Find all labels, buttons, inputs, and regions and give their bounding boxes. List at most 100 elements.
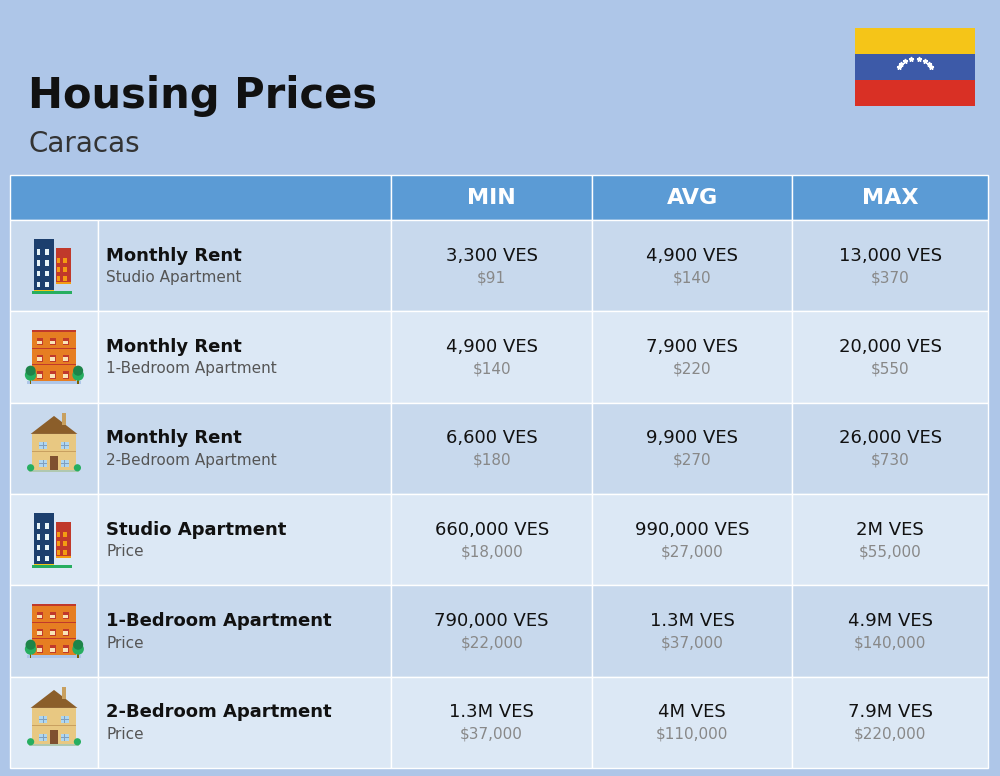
Bar bbox=[37, 632, 42, 635]
Circle shape bbox=[27, 738, 34, 746]
Bar bbox=[98, 311, 391, 403]
Bar bbox=[37, 629, 43, 636]
Bar bbox=[32, 565, 72, 568]
Bar bbox=[10, 585, 98, 677]
Circle shape bbox=[74, 464, 81, 471]
Bar bbox=[29, 743, 79, 746]
Bar bbox=[29, 469, 79, 472]
Bar bbox=[27, 656, 81, 658]
Text: 1.3M VES: 1.3M VES bbox=[449, 703, 534, 722]
Bar bbox=[32, 725, 76, 726]
Bar bbox=[27, 382, 81, 384]
Bar bbox=[39, 442, 47, 449]
Bar bbox=[32, 364, 76, 365]
Bar bbox=[50, 615, 55, 618]
Bar bbox=[37, 355, 43, 362]
Text: 9,900 VES: 9,900 VES bbox=[646, 429, 738, 447]
Text: $22,000: $22,000 bbox=[460, 636, 523, 650]
Bar bbox=[592, 403, 792, 494]
Circle shape bbox=[74, 738, 81, 746]
Bar bbox=[63, 648, 68, 652]
Bar bbox=[98, 403, 391, 494]
Bar bbox=[34, 513, 54, 566]
Bar bbox=[50, 632, 55, 635]
Bar bbox=[37, 615, 42, 618]
Bar bbox=[63, 258, 67, 263]
Text: 1-Bedroom Apartment: 1-Bedroom Apartment bbox=[106, 362, 277, 376]
Bar bbox=[592, 677, 792, 768]
Bar bbox=[855, 80, 975, 106]
Bar bbox=[855, 54, 975, 80]
Bar bbox=[77, 653, 79, 658]
Text: $27,000: $27,000 bbox=[661, 544, 724, 559]
Bar bbox=[39, 460, 47, 467]
Text: 2-Bedroom Apartment: 2-Bedroom Apartment bbox=[106, 453, 277, 468]
Text: $140: $140 bbox=[472, 362, 511, 376]
Bar bbox=[10, 175, 391, 220]
Bar bbox=[56, 248, 71, 284]
Bar bbox=[61, 460, 69, 467]
Text: $37,000: $37,000 bbox=[460, 727, 523, 742]
Circle shape bbox=[27, 464, 34, 471]
Bar bbox=[792, 311, 988, 403]
Text: $110,000: $110,000 bbox=[656, 727, 728, 742]
Text: Caracas: Caracas bbox=[28, 130, 140, 158]
Circle shape bbox=[26, 365, 36, 376]
Bar bbox=[30, 379, 31, 384]
Text: $220,000: $220,000 bbox=[854, 727, 926, 742]
Circle shape bbox=[25, 643, 36, 655]
Bar bbox=[57, 268, 60, 272]
Text: $370: $370 bbox=[871, 270, 910, 285]
Bar bbox=[57, 542, 60, 546]
Bar bbox=[37, 611, 43, 619]
Bar bbox=[391, 677, 592, 768]
Bar bbox=[37, 271, 40, 276]
Bar bbox=[34, 564, 54, 566]
Bar bbox=[98, 494, 391, 585]
Bar bbox=[30, 653, 31, 658]
Bar bbox=[34, 289, 54, 293]
Bar bbox=[592, 585, 792, 677]
Bar bbox=[56, 556, 71, 558]
Bar bbox=[50, 456, 58, 470]
Text: $220: $220 bbox=[673, 362, 711, 376]
Text: 4M VES: 4M VES bbox=[658, 703, 726, 722]
Bar bbox=[792, 585, 988, 677]
Text: Studio Apartment: Studio Apartment bbox=[106, 521, 286, 539]
Text: 1-Bedroom Apartment: 1-Bedroom Apartment bbox=[106, 612, 332, 630]
Bar bbox=[37, 282, 40, 287]
Bar bbox=[391, 175, 592, 220]
Bar bbox=[63, 276, 67, 281]
Bar bbox=[50, 358, 55, 361]
Text: Monthly Rent: Monthly Rent bbox=[106, 247, 242, 265]
Bar bbox=[10, 403, 98, 494]
Text: $180: $180 bbox=[472, 453, 511, 468]
Bar bbox=[37, 374, 42, 378]
Bar bbox=[63, 268, 67, 272]
Bar bbox=[50, 355, 56, 362]
Bar bbox=[10, 494, 98, 585]
Bar bbox=[61, 715, 69, 723]
Text: 26,000 VES: 26,000 VES bbox=[839, 429, 942, 447]
Bar bbox=[37, 646, 43, 653]
Bar bbox=[62, 414, 66, 425]
Text: $550: $550 bbox=[871, 362, 910, 376]
Bar bbox=[63, 341, 68, 345]
Bar bbox=[57, 532, 60, 537]
Text: 660,000 VES: 660,000 VES bbox=[435, 521, 549, 539]
Bar bbox=[57, 276, 60, 281]
Text: 4,900 VES: 4,900 VES bbox=[646, 247, 738, 265]
Bar bbox=[32, 330, 76, 332]
Bar bbox=[56, 521, 71, 558]
Text: Studio Apartment: Studio Apartment bbox=[106, 270, 242, 285]
Bar bbox=[10, 677, 98, 768]
Bar bbox=[50, 374, 55, 378]
Bar bbox=[32, 291, 72, 294]
Text: $270: $270 bbox=[673, 453, 711, 468]
Text: $37,000: $37,000 bbox=[661, 636, 724, 650]
Text: $140,000: $140,000 bbox=[854, 636, 926, 650]
Bar bbox=[32, 332, 76, 383]
Bar bbox=[792, 494, 988, 585]
Bar bbox=[37, 534, 40, 539]
Bar bbox=[63, 550, 67, 555]
